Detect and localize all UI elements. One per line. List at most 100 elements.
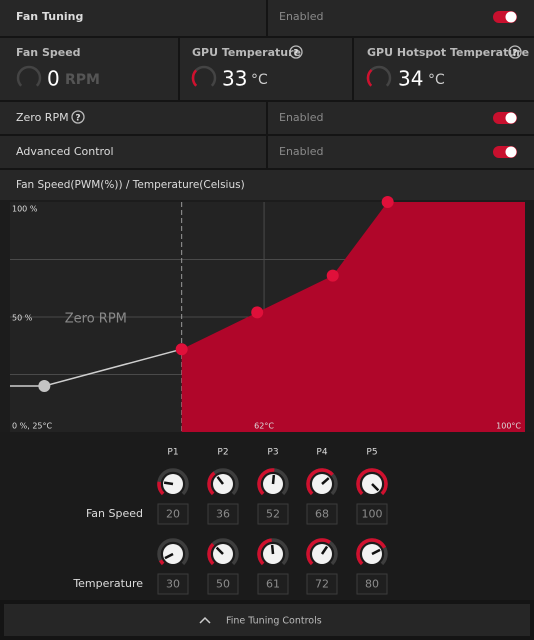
point-controls: P1 P2 P3 P4 P5 Fan Speed 20 36 52 68 100 Temperatur… — [72, 448, 388, 595]
metric-unit: °C — [428, 72, 445, 88]
gauge-arc — [191, 69, 198, 87]
value-field[interactable]: 100 — [362, 508, 383, 521]
metric-value: 0 — [47, 67, 60, 91]
value-box[interactable] — [306, 573, 338, 595]
curve-point[interactable] — [175, 343, 188, 356]
value-box[interactable] — [356, 503, 388, 525]
footer-label[interactable]: Fine Tuning Controls — [226, 616, 322, 627]
knob-arc — [356, 538, 387, 566]
x-tick-label: 100°C — [496, 422, 521, 431]
svg-text:?: ? — [293, 49, 298, 59]
knob-indicator — [320, 545, 329, 555]
point-label: P2 — [217, 448, 228, 458]
cell — [0, 170, 534, 200]
value-field[interactable]: 30 — [166, 578, 180, 591]
chevron-icon — [199, 616, 211, 624]
knob-arc — [207, 471, 216, 496]
y-tick-label: 50 % — [12, 314, 33, 323]
metric-value: 33 — [222, 67, 247, 91]
value-field[interactable]: 20 — [166, 508, 180, 521]
value-box[interactable] — [207, 503, 239, 525]
curve-point[interactable] — [326, 269, 339, 282]
toggle[interactable] — [493, 146, 517, 158]
knob-arc — [306, 538, 331, 566]
knob-indicator — [371, 548, 381, 556]
cell — [0, 38, 178, 100]
value-field[interactable]: 52 — [266, 508, 280, 521]
help-icon[interactable]: ? — [71, 110, 85, 124]
toggle[interactable] — [493, 112, 517, 124]
value-box[interactable] — [257, 573, 289, 595]
help-icon[interactable]: ? — [289, 45, 303, 59]
origin-label: 0 %, 25°C — [12, 422, 53, 431]
value-box[interactable] — [356, 573, 388, 595]
knob-indicator — [216, 476, 224, 485]
knob-arc — [356, 468, 388, 496]
knob-arc — [257, 468, 275, 496]
cell — [268, 0, 534, 36]
curve-point[interactable] — [381, 196, 394, 208]
knob-track — [157, 538, 189, 566]
point-label: P5 — [366, 448, 377, 458]
point-label: P1 — [167, 448, 178, 458]
value-box[interactable] — [207, 573, 239, 595]
knob-indicator — [215, 546, 224, 555]
value-field[interactable]: 61 — [266, 578, 280, 591]
knob-arc — [158, 559, 165, 566]
value-field[interactable]: 50 — [216, 578, 230, 591]
value-field[interactable]: 68 — [315, 508, 329, 521]
metric-unit: RPM — [65, 72, 100, 88]
svg-text:?: ? — [512, 49, 517, 59]
knob-arc — [257, 538, 272, 566]
value-box[interactable] — [157, 503, 189, 525]
value-field[interactable]: 80 — [365, 578, 379, 591]
fan-curve: 100 % 50 % 62°C 100°C 0 %, 25°C Zero RPM — [10, 196, 525, 432]
section-title: Fan Tuning — [16, 10, 83, 23]
setting-label: Zero RPM — [16, 111, 69, 124]
y-tick-label: 100 % — [12, 205, 38, 214]
point-label: P3 — [267, 448, 278, 458]
status: Enabled — [279, 145, 323, 158]
knob-indicator — [164, 552, 174, 560]
knob-indicator — [163, 481, 174, 486]
zero-rpm-label: Zero RPM — [65, 312, 127, 327]
cell — [268, 102, 534, 134]
knob-indicator — [321, 477, 330, 485]
chart-title: Fan Speed(PWM(%)) / Temperature(Celsius) — [16, 179, 245, 191]
status: Enabled — [279, 10, 323, 23]
cell — [0, 102, 266, 134]
knob-indicator — [270, 544, 275, 555]
row-label: Temperature — [72, 577, 143, 590]
toggle[interactable] — [493, 11, 517, 23]
row-label: Fan Speed — [86, 507, 143, 520]
footer-bar[interactable] — [4, 604, 530, 636]
metric-label: GPU Hotspot Temperature — [367, 46, 529, 59]
knob-arc — [207, 542, 215, 566]
cell — [268, 136, 534, 168]
cell — [0, 0, 266, 36]
metric-value: 34 — [398, 67, 423, 91]
value-box[interactable] — [257, 503, 289, 525]
x-tick-label: 62°C — [254, 422, 274, 431]
value-box[interactable] — [157, 573, 189, 595]
setting-label: Advanced Control — [16, 145, 114, 158]
help-icon[interactable]: ? — [508, 45, 522, 59]
svg-text:?: ? — [75, 114, 80, 124]
metric-unit: °C — [251, 72, 268, 88]
knob-indicator — [371, 483, 380, 492]
point-label: P4 — [316, 448, 327, 458]
value-field[interactable]: 72 — [315, 578, 329, 591]
curve-point[interactable] — [38, 380, 51, 392]
curve-area — [181, 202, 525, 432]
value-field[interactable]: 36 — [216, 508, 230, 521]
curve-point[interactable] — [251, 306, 264, 319]
gauge-arc — [366, 69, 373, 87]
status: Enabled — [279, 111, 323, 124]
knob-arc — [306, 468, 334, 496]
gauge-track — [16, 65, 42, 87]
metric-label: GPU Temperature — [192, 46, 301, 59]
value-box[interactable] — [306, 503, 338, 525]
cell — [0, 136, 266, 168]
metric-label: Fan Speed — [16, 46, 81, 59]
